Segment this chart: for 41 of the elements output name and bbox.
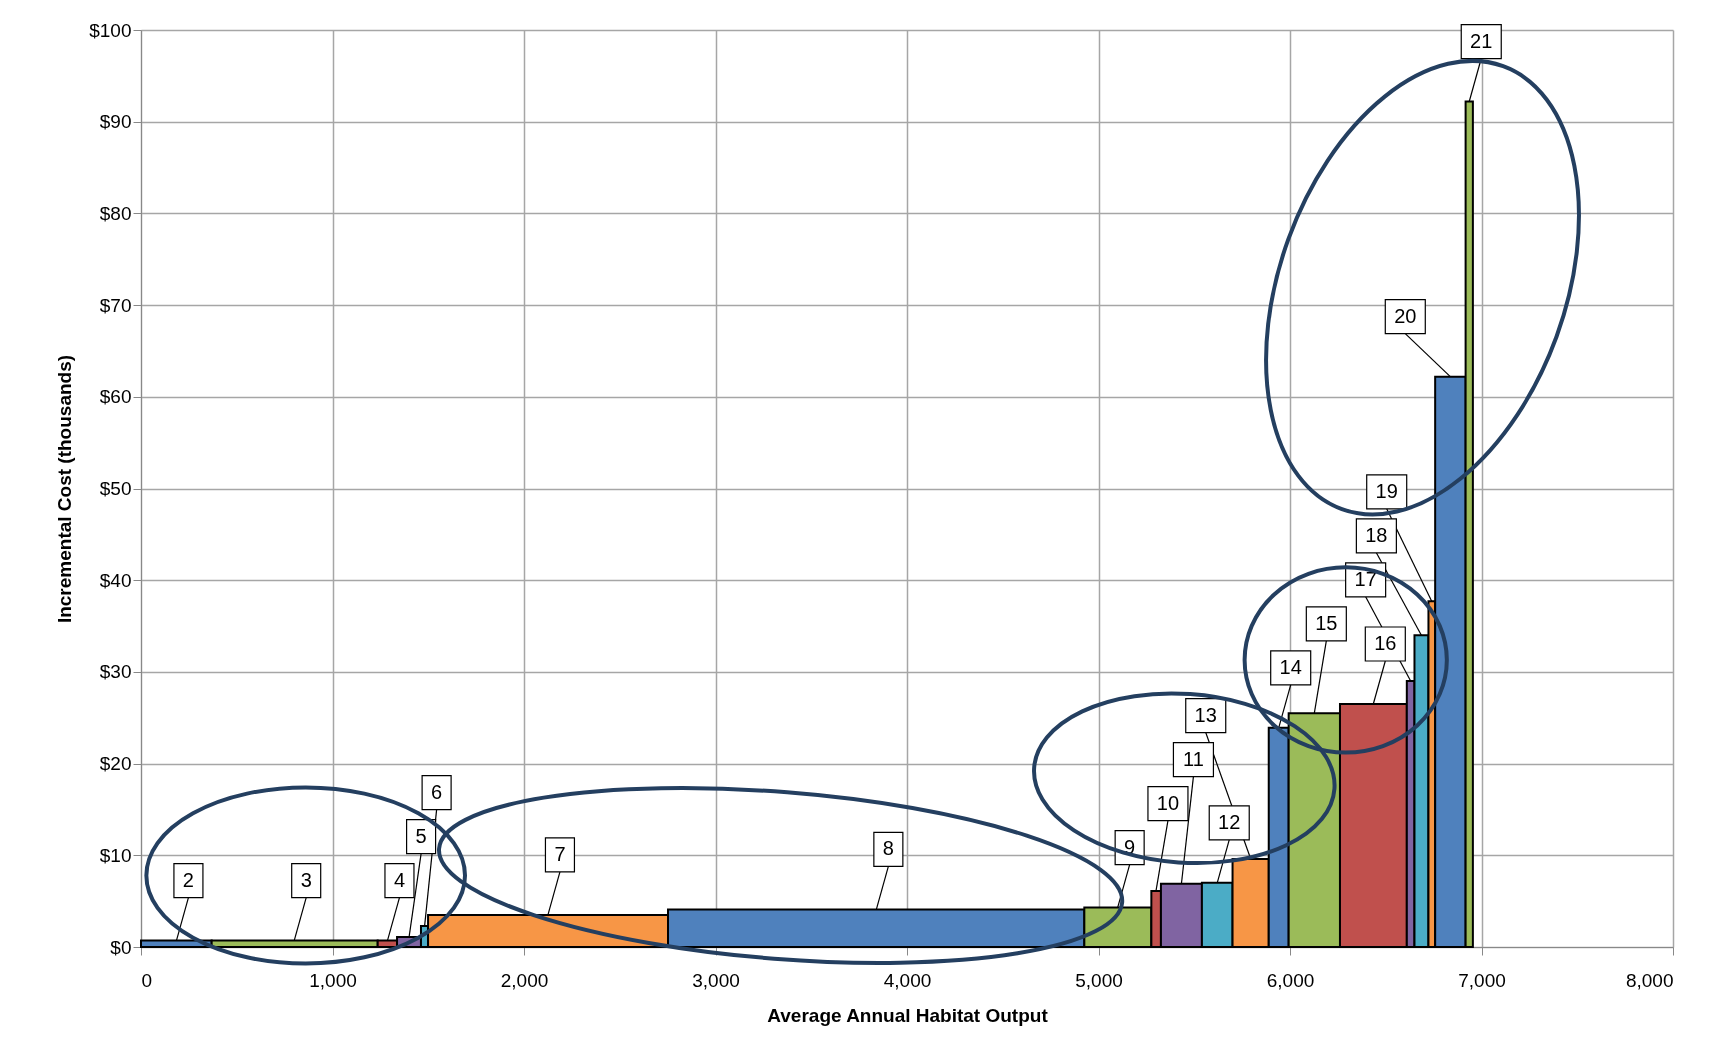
annotation: 17 <box>1354 567 1377 590</box>
annotation: 3 <box>300 868 312 891</box>
annotation: 20 <box>1394 304 1417 327</box>
annotation: 5 <box>415 824 427 847</box>
y-tick-label: $40 <box>99 569 132 591</box>
annotation: 7 <box>554 842 566 865</box>
y-axis-title: Incremental Cost (thousands) <box>54 354 76 624</box>
x-tick-label: 4,000 <box>883 969 932 991</box>
x-tick-label: 6,000 <box>1266 969 1315 991</box>
y-tick-label: $80 <box>99 202 132 224</box>
annotation: 13 <box>1194 703 1217 726</box>
annotation: 19 <box>1375 479 1398 502</box>
y-tick-label: $0 <box>110 936 132 958</box>
x-tick-label: 8,000 <box>1625 969 1674 991</box>
annotation: 6 <box>431 780 443 803</box>
y-tick-label: $30 <box>99 661 132 683</box>
annotation: 4 <box>393 868 406 891</box>
y-tick-label: $10 <box>99 844 132 866</box>
y-tick-label: $90 <box>99 111 132 133</box>
annotation: 21 <box>1470 29 1493 52</box>
annotation: 8 <box>882 837 894 860</box>
annotation: 15 <box>1315 611 1338 634</box>
annotation: 16 <box>1374 631 1397 654</box>
x-tick-label: 2,000 <box>500 969 549 991</box>
annotation: 11 <box>1183 747 1204 770</box>
annotation: 18 <box>1365 523 1388 546</box>
x-tick-label: 3,000 <box>692 969 740 991</box>
x-tick-label: 1,000 <box>309 969 357 991</box>
annotation: 12 <box>1218 810 1241 833</box>
y-tick-label: $20 <box>99 753 132 775</box>
annotation: 14 <box>1279 655 1302 678</box>
annotation: 10 <box>1156 791 1180 814</box>
annotation: 2 <box>182 868 194 891</box>
y-tick-label: $60 <box>99 386 132 408</box>
y-tick-label: $100 <box>89 19 132 41</box>
x-tick-label: 0 <box>141 969 153 991</box>
x-tick-label: 5,000 <box>1075 969 1123 991</box>
x-axis-title: Average Annual Habitat Output <box>767 1004 1049 1026</box>
y-tick-label: $50 <box>99 478 132 499</box>
x-tick-label: 7,000 <box>1458 969 1506 991</box>
y-tick-label: $70 <box>99 294 132 316</box>
